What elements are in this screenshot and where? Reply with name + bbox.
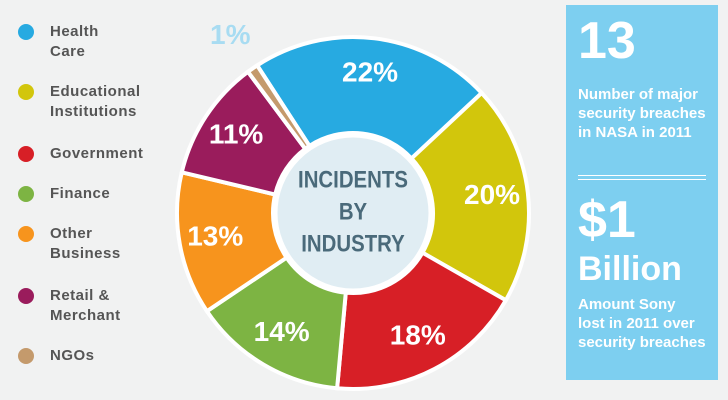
stat-text: Number of major security breaches in NAS…: [578, 86, 706, 141]
legend-item: Health Care: [18, 22, 116, 62]
value-label: 11%: [209, 118, 264, 149]
stat-unit: Billion: [578, 250, 682, 288]
legend-label: Government: [50, 145, 144, 162]
legend-swatch: [18, 348, 34, 364]
legend-swatch: [18, 288, 34, 304]
legend-item: Finance: [18, 184, 116, 204]
stat-value: 13: [578, 12, 636, 70]
legend-swatch: [18, 84, 34, 100]
value-label: 14%: [254, 316, 310, 347]
legend-item: Government: [18, 144, 144, 164]
legend-swatch: [18, 186, 34, 202]
legend-label: Finance: [50, 185, 111, 202]
value-label: 18%: [390, 320, 446, 351]
stat-value: $1: [578, 191, 636, 249]
legend-item: Retail & Merchant: [18, 286, 121, 326]
legend-label: Retail & Merchant: [50, 287, 121, 324]
value-label: 22%: [342, 56, 398, 87]
legend-item: Other Business: [18, 224, 121, 264]
legend-swatch: [18, 24, 34, 40]
center-title: BY: [339, 198, 367, 225]
separator: [578, 175, 706, 180]
legend-label: Other Business: [50, 225, 121, 262]
value-label: 20%: [464, 179, 520, 210]
center-title: INCIDENTS: [298, 166, 408, 193]
legend-label: Health Care: [50, 23, 99, 60]
value-label: 1%: [210, 19, 251, 50]
center-circle: [272, 132, 434, 294]
legend-item: NGOs: [18, 346, 116, 366]
value-label: 13%: [187, 220, 243, 251]
legend-label: NGOs: [50, 347, 95, 364]
center-title: INDUSTRY: [301, 230, 405, 257]
stats-panel: 13 Number of major security breaches in …: [566, 5, 718, 380]
legend-swatch: [18, 146, 34, 162]
legend-label: Educational Institutions: [50, 83, 141, 120]
legend-item: Educational Institutions: [18, 82, 141, 122]
legend-swatch: [18, 226, 34, 242]
stat-text: Amount Sony lost in 2011 over security b…: [578, 296, 706, 351]
